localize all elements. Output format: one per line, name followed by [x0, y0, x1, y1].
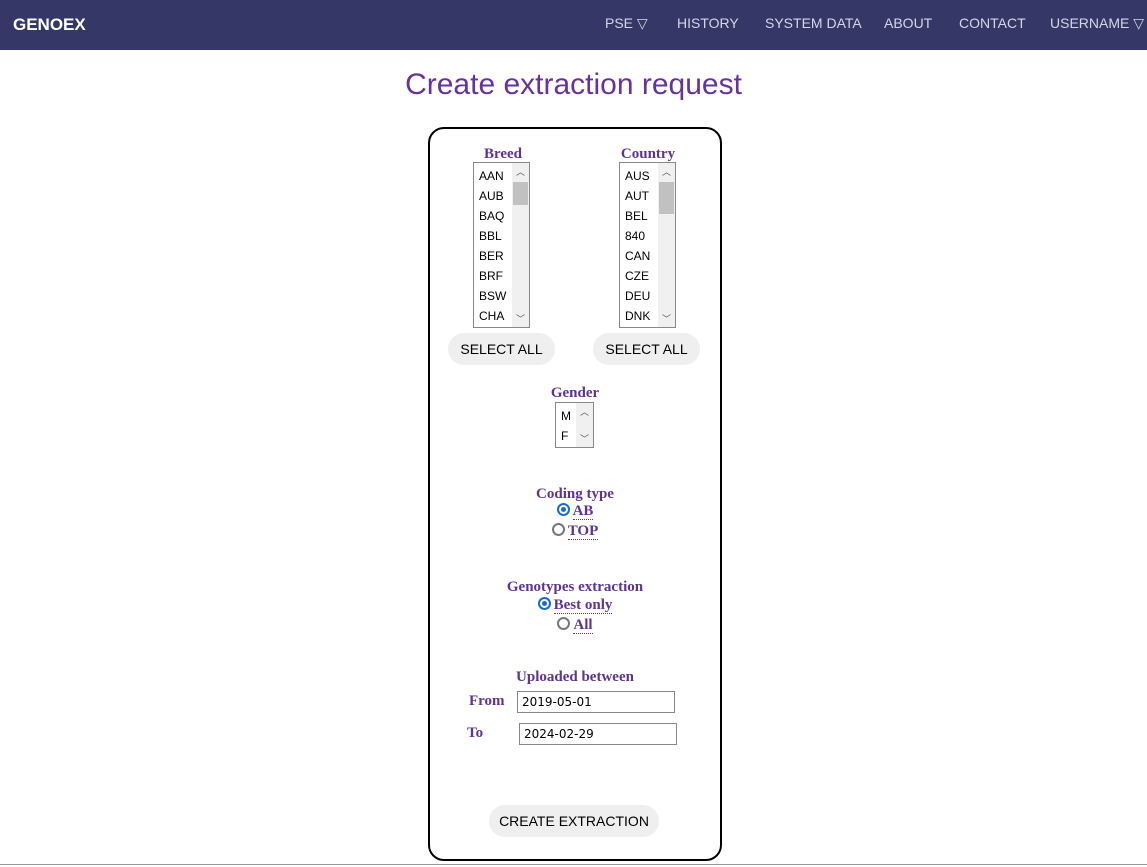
list-option[interactable]: AUS [625, 169, 650, 183]
radio-checked-icon[interactable] [537, 597, 551, 610]
radio-label[interactable]: TOP [567, 523, 599, 540]
list-option[interactable]: F [561, 429, 569, 443]
list-option[interactable]: BBL [479, 229, 502, 243]
list-option[interactable]: AUT [625, 189, 649, 203]
chevron-down-icon[interactable]: ﹀ [579, 434, 589, 444]
radio-label[interactable]: AB [572, 503, 594, 520]
list-option[interactable]: CAN [625, 249, 651, 263]
radio-label[interactable]: All [573, 617, 593, 634]
scrollbar[interactable]: ︿ ﹀ [576, 403, 593, 447]
breed-select-all-button[interactable]: SELECT ALL [448, 333, 555, 365]
from-date-input[interactable]: 2019-05-01 [517, 691, 675, 713]
create-extraction-button[interactable]: CREATE EXTRACTION [489, 805, 659, 837]
scrollbar[interactable]: ︿ ﹀ [512, 163, 529, 327]
country-select-all-button[interactable]: SELECT ALL [593, 333, 700, 365]
radio-checked-icon[interactable] [556, 503, 570, 516]
uploaded-between-label: Uploaded between [516, 669, 634, 685]
list-option[interactable]: CHA [479, 309, 505, 323]
extraction-form: Breed AAN AUB BAQ BBL BER BRF BSW CHA ︿ … [428, 127, 722, 861]
chevron-up-icon[interactable]: ︿ [515, 167, 525, 177]
to-label: To [467, 725, 484, 741]
list-option[interactable]: 840 [625, 229, 646, 243]
list-option[interactable]: BAQ [479, 209, 505, 223]
gender-label: Gender [550, 385, 600, 401]
radio-unchecked-icon[interactable] [557, 617, 571, 630]
coding-type-label: Coding type [536, 486, 614, 502]
country-label: Country [620, 146, 676, 162]
genotypes-all-option[interactable]: All [430, 617, 720, 634]
breed-label: Breed [483, 146, 523, 162]
nav-pse-menu[interactable]: PSE ▽ [605, 15, 648, 31]
chevron-up-icon[interactable]: ︿ [579, 407, 589, 417]
radio-unchecked-icon[interactable] [551, 523, 565, 536]
list-option[interactable]: BSW [479, 289, 507, 303]
nav-username-menu[interactable]: USERNAME ▽ [1050, 15, 1145, 31]
breed-listbox[interactable]: AAN AUB BAQ BBL BER BRF BSW CHA ︿ ﹀ [473, 162, 530, 328]
chevron-down-icon[interactable]: ﹀ [661, 314, 671, 324]
genotypes-best-only-option[interactable]: Best only [430, 597, 720, 614]
country-listbox[interactable]: AUS AUT BEL 840 CAN CZE DEU DNK ︿ ﹀ [619, 162, 676, 328]
chevron-down-icon[interactable]: ﹀ [515, 314, 525, 324]
list-option[interactable]: AAN [479, 169, 504, 183]
list-option[interactable]: BER [479, 249, 504, 263]
nav-contact[interactable]: CONTACT [959, 15, 1026, 31]
list-option[interactable]: AUB [479, 189, 504, 203]
coding-ab-option[interactable]: AB [430, 503, 720, 520]
gender-listbox[interactable]: M F ︿ ﹀ [555, 402, 594, 448]
coding-top-option[interactable]: TOP [430, 523, 720, 540]
list-option[interactable]: DEU [625, 289, 651, 303]
nav-history[interactable]: HISTORY [677, 15, 739, 31]
list-option[interactable]: DNK [625, 309, 651, 323]
brand-logo[interactable]: GENOEX [13, 15, 86, 34]
top-navbar: GENOEX PSE ▽ HISTORY SYSTEM DATA ABOUT C… [0, 0, 1147, 50]
chevron-up-icon[interactable]: ︿ [661, 167, 671, 177]
list-option[interactable]: BRF [479, 269, 503, 283]
scrollbar[interactable]: ︿ ﹀ [658, 163, 675, 327]
nav-system-data[interactable]: SYSTEM DATA [765, 15, 862, 31]
page-title: Create extraction request [405, 68, 742, 101]
list-option[interactable]: M [561, 409, 571, 423]
from-label: From [469, 693, 505, 709]
list-option[interactable]: CZE [625, 269, 649, 283]
list-option[interactable]: BEL [625, 209, 648, 223]
to-date-input[interactable]: 2024-02-29 [519, 723, 677, 745]
genotypes-extraction-label: Genotypes extraction [506, 579, 644, 595]
radio-label[interactable]: Best only [553, 597, 613, 614]
nav-about[interactable]: ABOUT [884, 15, 933, 31]
page-divider [0, 864, 1147, 865]
